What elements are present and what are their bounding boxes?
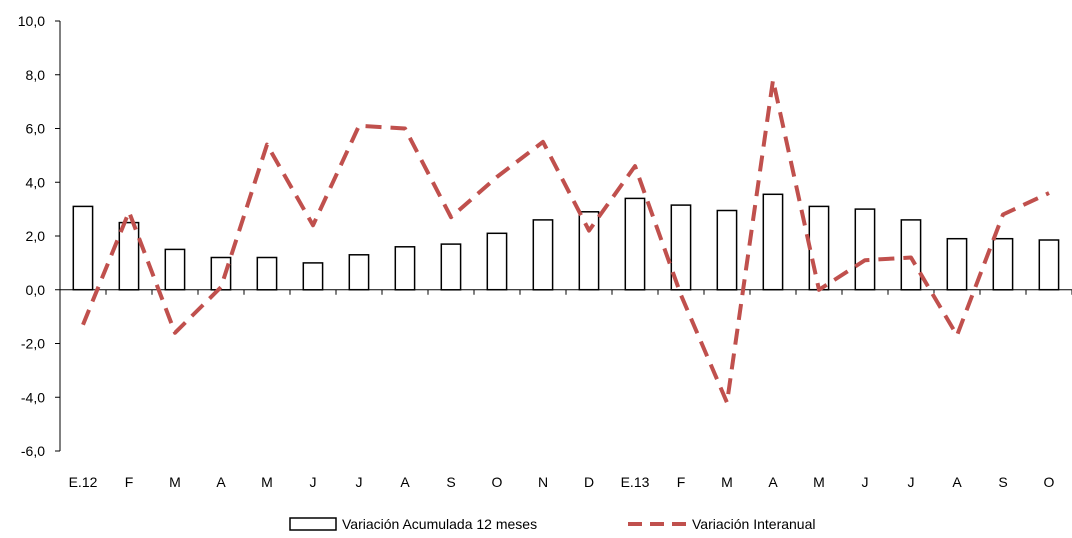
axes <box>55 20 1072 452</box>
x-tick-label: M <box>169 474 181 490</box>
bar <box>256 256 278 291</box>
bar <box>348 254 370 291</box>
x-tick-label: M <box>721 474 733 490</box>
bar <box>72 205 94 291</box>
x-tick-label: A <box>216 474 226 490</box>
x-tick-label: J <box>908 474 915 490</box>
y-tick-label: 2,0 <box>26 228 46 244</box>
x-tick-label: J <box>356 474 363 490</box>
x-tick-label: D <box>584 474 594 490</box>
bar <box>992 237 1014 291</box>
x-tick-label: F <box>125 474 134 490</box>
x-tick-labels: E.12 F M A M J J A S O N D E.13 F M A M J J A S O <box>69 474 1055 490</box>
x-tick-label: S <box>998 474 1007 490</box>
legend-bar-label: Variación Acumulada 12 meses <box>342 516 537 532</box>
bar <box>302 262 324 291</box>
bar <box>210 256 232 291</box>
bar <box>762 193 784 291</box>
bar <box>164 248 186 291</box>
x-tick-label: O <box>492 474 503 490</box>
y-tick-label: -2,0 <box>21 336 45 352</box>
x-tick-label: M <box>813 474 825 490</box>
bars-layer <box>72 193 1060 291</box>
x-tick-label: A <box>400 474 410 490</box>
x-tick-label: O <box>1044 474 1055 490</box>
bar <box>532 219 554 291</box>
x-tick-label: A <box>952 474 962 490</box>
y-tick-labels: -6,0 -4,0 -2,0 0,0 2,0 4,0 6,0 8,0 10,0 <box>18 13 45 459</box>
bar <box>394 246 416 291</box>
bar <box>440 243 462 291</box>
y-tick-label: 6,0 <box>26 121 46 137</box>
x-tick-label: A <box>768 474 778 490</box>
x-tick-label: N <box>538 474 548 490</box>
y-tick-label: 10,0 <box>18 13 45 29</box>
line-series-variacion-interanual <box>81 78 1050 405</box>
legend-bar-swatch <box>289 517 337 531</box>
y-tick-label: 0,0 <box>26 282 46 298</box>
y-tick-label: -6,0 <box>21 443 45 459</box>
bar <box>900 219 922 291</box>
bar <box>486 232 508 291</box>
bar <box>1038 239 1060 291</box>
x-tick-label: E.12 <box>69 474 98 490</box>
line-layer <box>81 78 1050 405</box>
bar <box>716 209 738 291</box>
y-tick-label: -4,0 <box>21 389 45 405</box>
bar <box>854 208 876 291</box>
x-tick-label: J <box>310 474 317 490</box>
y-tick-label: 8,0 <box>26 67 46 83</box>
x-tick-label: M <box>261 474 273 490</box>
y-tick-label: 4,0 <box>26 174 46 190</box>
legend-line-label: Variación Interanual <box>692 516 815 532</box>
x-tick-label: S <box>446 474 455 490</box>
legend: Variación Acumulada 12 meses Variación I… <box>289 516 815 532</box>
x-tick-label: F <box>677 474 686 490</box>
x-tick-label: J <box>862 474 869 490</box>
bar <box>946 237 968 291</box>
x-tick-label: E.13 <box>621 474 650 490</box>
bar <box>624 197 646 291</box>
bar <box>578 211 600 291</box>
bar <box>808 205 830 291</box>
